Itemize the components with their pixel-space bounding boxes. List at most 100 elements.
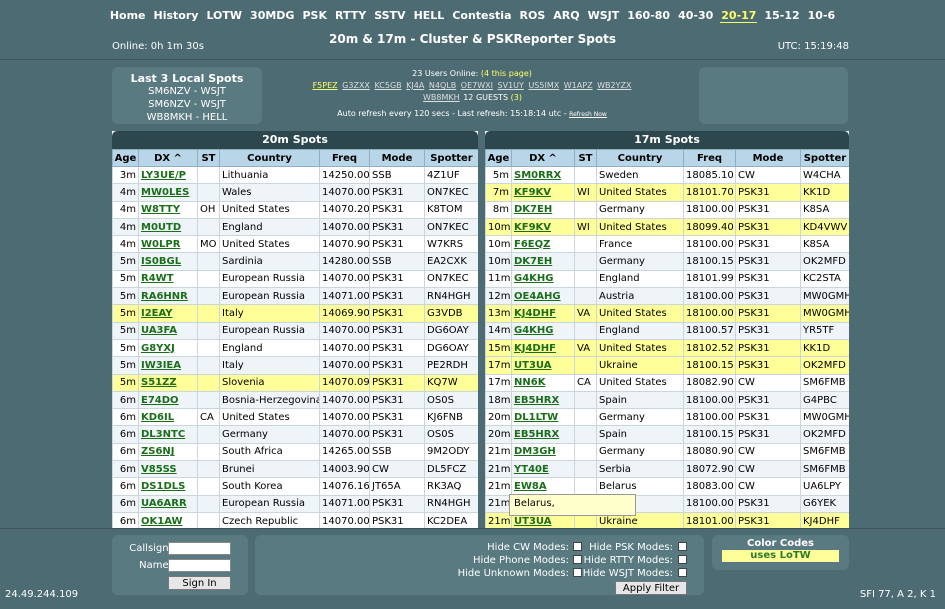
hide-wsjt-checkbox[interactable] — [678, 568, 687, 577]
cell-dx[interactable]: M0UTD — [138, 217, 198, 237]
user-link[interactable]: WB2YZX — [597, 81, 632, 90]
user-link[interactable]: US5IMX — [528, 81, 560, 90]
column-header[interactable]: Freq — [319, 149, 370, 167]
nav-link[interactable]: History — [153, 9, 199, 22]
nav-link[interactable]: 15-12 — [764, 9, 800, 22]
cell-freq: 18085.10 — [683, 165, 736, 185]
nav-link[interactable]: 20-17 — [720, 9, 758, 23]
cell-dx[interactable]: ZS6NJ — [138, 442, 198, 462]
cell-dx[interactable]: DK7EH — [511, 252, 575, 271]
cell-dx[interactable]: YT40E — [511, 460, 575, 479]
cell-dx[interactable]: KD6IL — [138, 408, 198, 427]
callsign-input[interactable] — [168, 542, 231, 555]
cell-dx[interactable]: W8TTY — [138, 200, 198, 219]
user-link[interactable]: KJ4A — [406, 81, 425, 90]
column-header[interactable]: Spotter — [424, 149, 478, 167]
user-link[interactable]: SV1UY — [497, 81, 524, 90]
cell-dx[interactable]: KF9KV — [511, 183, 575, 202]
cell-dx[interactable]: KJ4DHF — [511, 338, 575, 358]
nav-link[interactable]: SSTV — [374, 9, 406, 22]
cell-dx[interactable]: DM3GH — [511, 442, 575, 462]
cell-dx[interactable]: EB5HRX — [511, 390, 575, 410]
user-link[interactable]: KC5GB — [374, 81, 402, 90]
column-header[interactable]: Country — [596, 149, 684, 167]
refresh-now-link[interactable]: Refresh Now — [569, 111, 607, 118]
cell-dx[interactable]: OK1AW — [138, 511, 198, 528]
column-header[interactable]: Age — [485, 149, 512, 167]
user-link[interactable]: W1APZ — [563, 81, 593, 90]
cell-dx[interactable]: W0LPR — [138, 235, 198, 254]
column-header[interactable]: Freq — [683, 149, 736, 167]
cell-dx[interactable]: V85SS — [138, 460, 198, 479]
apply-filter-button[interactable]: Apply Filter — [615, 581, 687, 595]
column-header[interactable]: Spotter — [800, 149, 849, 167]
nav-link[interactable]: 10-6 — [807, 9, 836, 22]
nav-link[interactable]: 30MDG — [250, 9, 295, 22]
cell-dx[interactable]: EB5HRX — [511, 425, 575, 444]
cell-dx[interactable]: RA6HNR — [138, 287, 198, 306]
cell-dx[interactable]: MW0LES — [138, 183, 198, 202]
column-header[interactable]: DX ^ — [138, 149, 198, 167]
column-header[interactable]: ST — [197, 149, 220, 167]
sign-in-button[interactable]: Sign In — [168, 576, 231, 590]
cell-dx[interactable]: S51ZZ — [138, 373, 198, 392]
column-header[interactable]: ST — [574, 149, 597, 167]
cell-dx[interactable]: DL3NTC — [138, 425, 198, 444]
user-link[interactable]: OE7WXI — [460, 81, 493, 90]
column-header[interactable]: Age — [112, 149, 139, 167]
nav-link[interactable]: ROS — [519, 9, 546, 22]
cell-dx[interactable]: SM0RRX — [511, 165, 575, 185]
cell-dx[interactable]: OE4AHG — [511, 287, 575, 306]
user-link[interactable]: F5PEZ — [312, 81, 338, 90]
nav-link[interactable]: 40-30 — [678, 9, 714, 22]
nav-link[interactable]: Home — [109, 9, 146, 22]
column-header[interactable]: Mode — [369, 149, 425, 167]
name-input[interactable] — [168, 559, 231, 572]
cell-dx[interactable]: E74DO — [138, 390, 198, 410]
cell-dx[interactable]: IW3IEA — [138, 356, 198, 375]
nav-link[interactable]: LOTW — [206, 9, 243, 22]
column-header[interactable]: Country — [219, 149, 320, 167]
hide-rtty-checkbox[interactable] — [678, 555, 687, 564]
spot-row: 5m SM0RRX Sweden 18085.10 CW W4CHA — [485, 165, 849, 185]
cell-dx[interactable]: UA3FA — [138, 321, 198, 340]
user-link[interactable]: WB8MKH — [423, 93, 460, 102]
cell-dx[interactable]: KJ4DHF — [511, 304, 575, 323]
column-header[interactable]: DX ^ — [511, 149, 575, 167]
cell-dx[interactable]: DL1LTW — [511, 408, 575, 427]
hide-unknown-checkbox[interactable] — [573, 568, 582, 577]
nav-link[interactable]: Contestia — [452, 9, 512, 22]
cell-dx[interactable]: LY3UE/P — [138, 165, 198, 185]
nav-link[interactable]: HELL — [413, 9, 445, 22]
nav-link[interactable]: WSJT — [587, 9, 620, 22]
cell-st: OH — [197, 200, 220, 219]
cell-mode: CW — [735, 477, 801, 496]
spot-row: 18m EB5HRX Spain 18100.00 PSK31 G4PBC — [485, 390, 849, 410]
cell-dx[interactable]: I2EAY — [138, 304, 198, 323]
cell-dx[interactable]: NN6K — [511, 373, 575, 392]
nav-link[interactable]: 160-80 — [627, 9, 671, 22]
nav-link[interactable]: ARQ — [553, 9, 580, 22]
cell-dx[interactable]: IS0BGL — [138, 252, 198, 271]
cell-country: Brunei — [219, 460, 320, 479]
cell-dx[interactable]: G4KHG — [511, 269, 575, 289]
hide-cw-checkbox[interactable] — [573, 542, 582, 551]
nav-link[interactable]: RTTY — [334, 9, 367, 22]
cell-dx[interactable]: KF9KV — [511, 217, 575, 237]
user-link[interactable]: G3ZXX — [342, 81, 370, 90]
cell-dx[interactable]: R4WT — [138, 269, 198, 289]
cell-dx[interactable]: DS1DLS — [138, 477, 198, 496]
cell-dx[interactable]: EW8A — [511, 477, 575, 496]
cell-dx[interactable]: G4KHG — [511, 321, 575, 340]
cell-dx[interactable]: DK7EH — [511, 200, 575, 219]
nav-link[interactable]: PSK — [302, 9, 327, 22]
cell-dx[interactable]: G8YXJ — [138, 338, 198, 358]
column-header[interactable]: Mode — [735, 149, 801, 167]
cell-dx[interactable]: F6EQZ — [511, 235, 575, 254]
hide-phone-checkbox[interactable] — [573, 555, 582, 564]
user-link[interactable]: N4QLB — [428, 81, 457, 90]
cell-country: Italy — [219, 356, 320, 375]
cell-dx[interactable]: UA6ARR — [138, 494, 198, 513]
cell-dx[interactable]: UT3UA — [511, 356, 575, 375]
hide-psk-checkbox[interactable] — [678, 542, 687, 551]
